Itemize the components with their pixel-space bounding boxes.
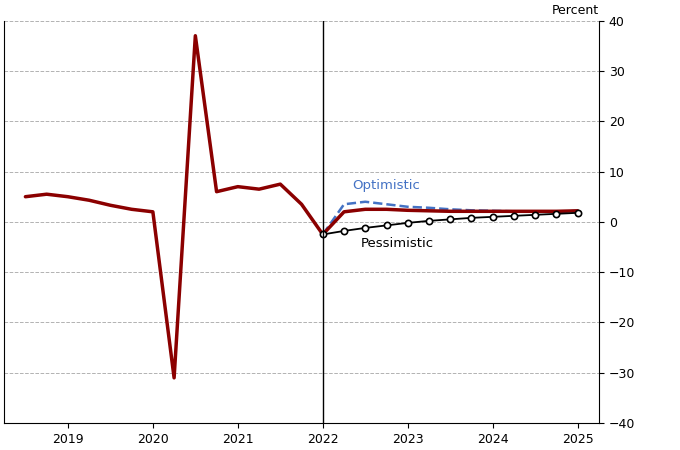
Text: Optimistic: Optimistic: [352, 179, 420, 192]
Text: Pessimistic: Pessimistic: [361, 237, 434, 250]
Text: Percent: Percent: [551, 4, 599, 17]
